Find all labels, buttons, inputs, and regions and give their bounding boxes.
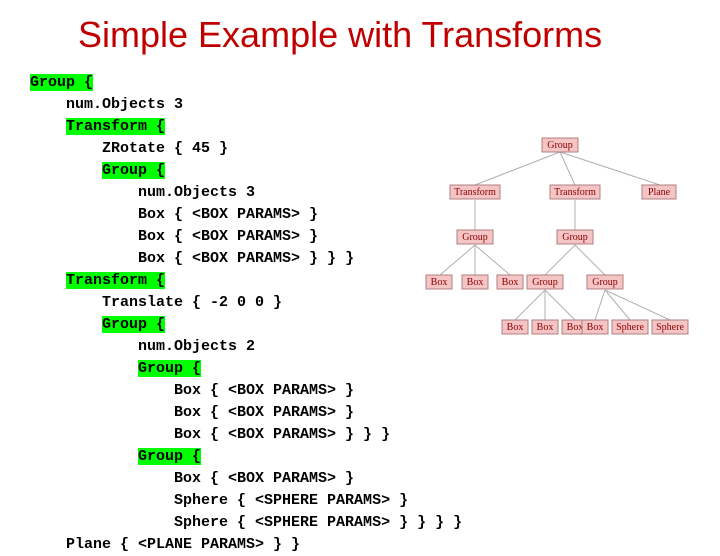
node-box: Box (587, 322, 604, 333)
node-box: Box (567, 322, 584, 333)
node-box: Box (467, 277, 484, 288)
code-line: Sphere { <SPHERE PARAMS> } } } } (30, 512, 462, 534)
slide-title: Simple Example with Transforms (0, 0, 720, 56)
node-group: Group (547, 140, 573, 151)
node-sphere: Sphere (616, 322, 644, 333)
node-box: Box (507, 322, 524, 333)
code-line: Transform { (30, 270, 462, 292)
code-line: num.Objects 3 (30, 182, 462, 204)
hl-transform: Transform { (66, 118, 165, 135)
hl-group: Group { (102, 162, 165, 179)
code-line: Group { (30, 72, 462, 94)
slide-root: Simple Example with Transforms Group { n… (0, 0, 720, 540)
hl-group: Group { (30, 74, 93, 91)
node-group: Group (592, 277, 618, 288)
code-line: Box { <BOX PARAMS> } (30, 226, 462, 248)
code-line: Translate { -2 0 0 } (30, 292, 462, 314)
node-group: Group (562, 232, 588, 243)
code-line: Box { <BOX PARAMS> } (30, 402, 462, 424)
code-block: Group { num.Objects 3 Transform { ZRotat… (30, 72, 462, 556)
code-line: Box { <BOX PARAMS> } } } (30, 424, 462, 446)
code-line: Box { <BOX PARAMS> } (30, 468, 462, 490)
code-line: Sphere { <SPHERE PARAMS> } (30, 490, 462, 512)
node-sphere: Sphere (656, 322, 684, 333)
node-box: Box (502, 277, 519, 288)
code-line: num.Objects 3 (30, 94, 462, 116)
node-transform: Transform (454, 187, 496, 198)
code-line: Box { <BOX PARAMS> } } } (30, 248, 462, 270)
code-line: Group { (30, 314, 462, 336)
tree-diagram: Group Transform Transform Plane Group Bo… (420, 130, 700, 380)
hl-group: Group { (102, 316, 165, 333)
hl-transform: Transform { (66, 272, 165, 289)
code-line: Group { (30, 358, 462, 380)
hl-group: Group { (138, 448, 201, 465)
node-plane: Plane (648, 187, 671, 198)
code-line: Box { <BOX PARAMS> } (30, 380, 462, 402)
node-group: Group (462, 232, 488, 243)
code-line: Group { (30, 160, 462, 182)
code-line: Group { (30, 446, 462, 468)
hl-group: Group { (138, 360, 201, 377)
node-group: Group (532, 277, 558, 288)
code-line: Box { <BOX PARAMS> } (30, 204, 462, 226)
node-box: Box (431, 277, 448, 288)
tree-svg: Group Transform Transform Plane Group Bo… (420, 130, 700, 380)
code-line: Plane { <PLANE PARAMS> } } (30, 534, 462, 556)
code-line: num.Objects 2 (30, 336, 462, 358)
code-line: Transform { (30, 116, 462, 138)
code-line: ZRotate { 45 } (30, 138, 462, 160)
node-box: Box (537, 322, 554, 333)
node-transform: Transform (554, 187, 596, 198)
